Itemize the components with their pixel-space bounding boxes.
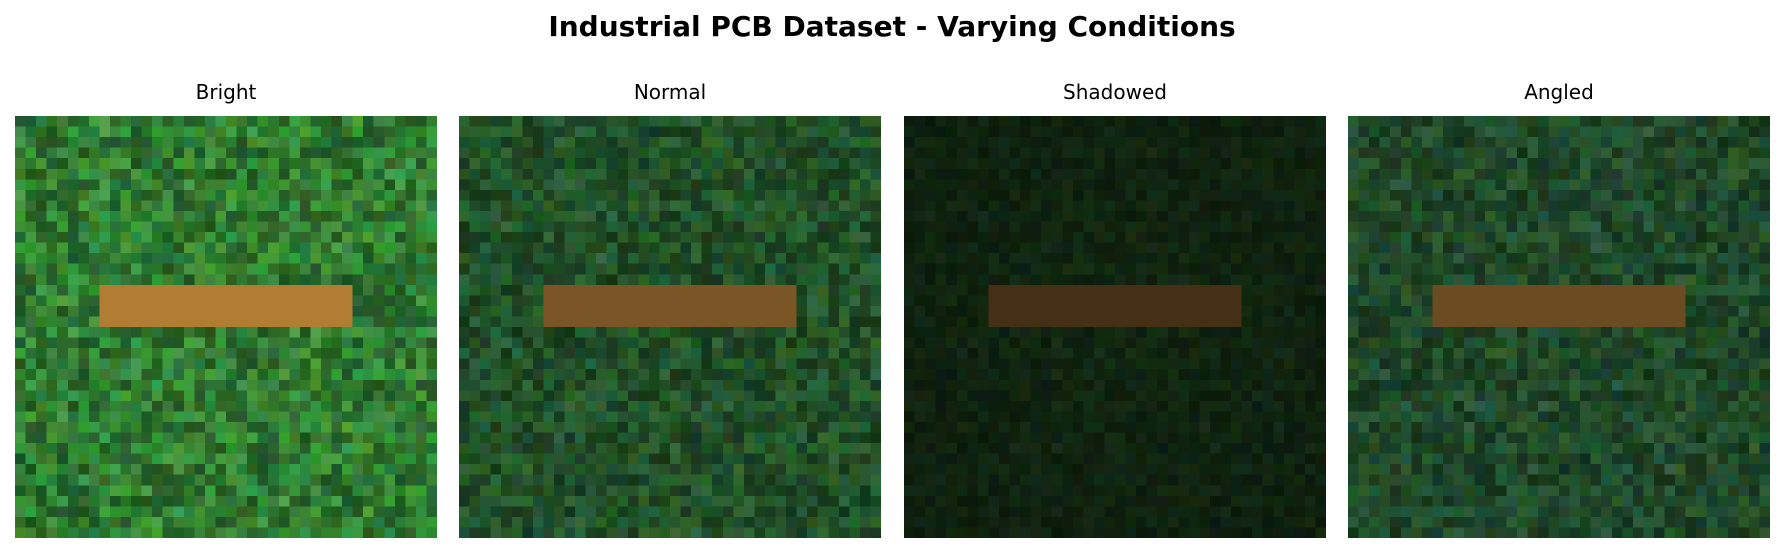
pcb-image-angled [1348, 116, 1770, 538]
panel-title: Angled [1524, 80, 1594, 104]
panel-title: Bright [195, 80, 257, 104]
panel-title: Normal [633, 80, 707, 104]
panel-shadowed: Shadowed [904, 80, 1326, 538]
panel-normal: Normal [459, 80, 881, 538]
figure-title: Industrial PCB Dataset - Varying Conditi… [548, 10, 1236, 43]
pcb-canvas [459, 116, 881, 538]
panel-angled: Angled [1348, 80, 1770, 538]
panel-title: Shadowed [1063, 80, 1167, 104]
pcb-canvas [15, 116, 437, 538]
pcb-image-normal [459, 116, 881, 538]
pcb-canvas [904, 116, 1326, 538]
pcb-image-bright [15, 116, 437, 538]
panel-bright: Bright [15, 80, 437, 538]
pcb-image-shadowed [904, 116, 1326, 538]
pcb-canvas [1348, 116, 1770, 538]
